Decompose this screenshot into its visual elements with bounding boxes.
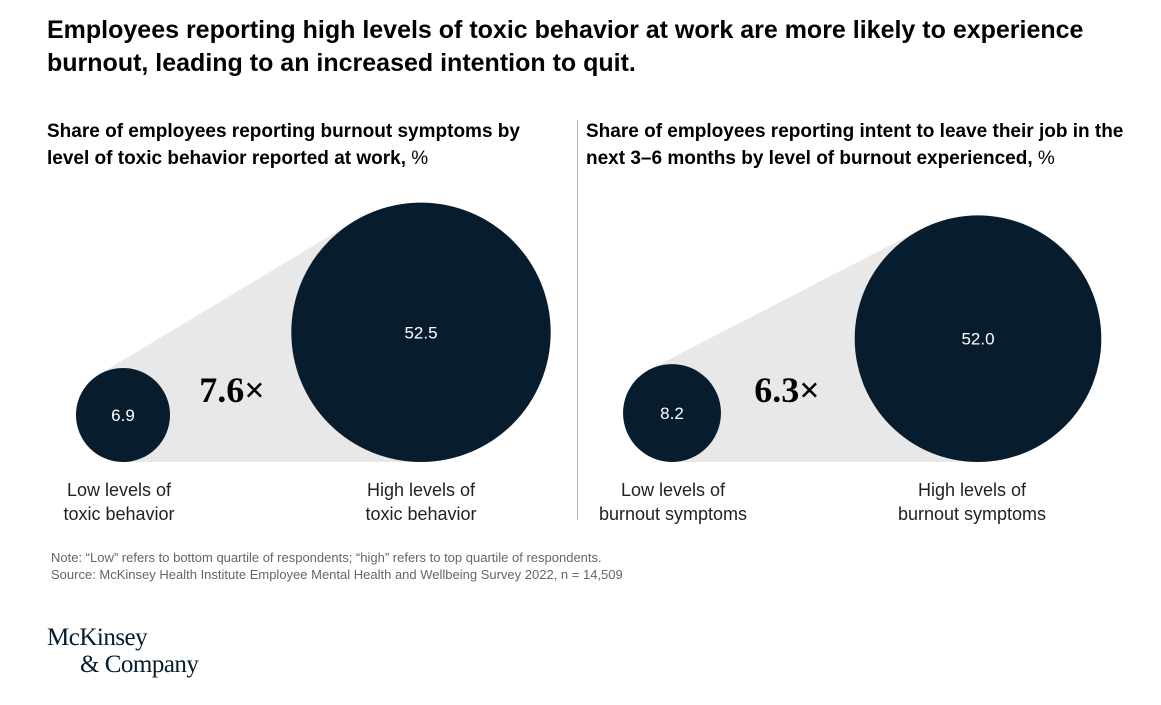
value-label-high-0: 52.5 bbox=[404, 323, 437, 342]
source-text: Source: McKinsey Health Institute Employ… bbox=[51, 567, 623, 582]
footnote: Note: “Low” refers to bottom quartile of… bbox=[51, 549, 623, 583]
left-low-label: Low levels of toxic behavior bbox=[63, 480, 175, 524]
panel-divider bbox=[577, 120, 578, 520]
ratio-label-1: 6.3× bbox=[754, 370, 820, 410]
right-high-label: High levels of burnout symptoms bbox=[897, 480, 1047, 524]
right-unit: % bbox=[1037, 148, 1055, 169]
ratio-label-0: 7.6× bbox=[199, 370, 265, 410]
note-text: Note: “Low” refers to bottom quartile of… bbox=[51, 550, 602, 565]
chart-title: Employees reporting high levels of toxic… bbox=[47, 16, 1084, 77]
left-subtitle: Share of employees reporting burnout sym… bbox=[47, 118, 567, 172]
mckinsey-logo: McKinsey & Company bbox=[47, 624, 199, 678]
right-subtitle: Share of employees reporting intent to l… bbox=[586, 118, 1126, 172]
right-low-label: Low levels of burnout symptoms bbox=[598, 480, 748, 524]
bubble-low-1 bbox=[623, 364, 721, 462]
left-unit: % bbox=[411, 148, 429, 169]
bubble-low-0 bbox=[75, 367, 171, 463]
left-high-label: High levels of toxic behavior bbox=[365, 480, 477, 524]
value-label-low-0: 6.9 bbox=[111, 406, 135, 425]
bubble-high-0 bbox=[291, 202, 551, 462]
left-subtitle-text: Share of employees reporting burnout sym… bbox=[47, 121, 520, 169]
right-subtitle-text: Share of employees reporting intent to l… bbox=[586, 121, 1124, 169]
bubble-high-1 bbox=[854, 215, 1102, 462]
value-label-high-1: 52.0 bbox=[961, 330, 994, 349]
value-label-low-1: 8.2 bbox=[660, 404, 684, 423]
